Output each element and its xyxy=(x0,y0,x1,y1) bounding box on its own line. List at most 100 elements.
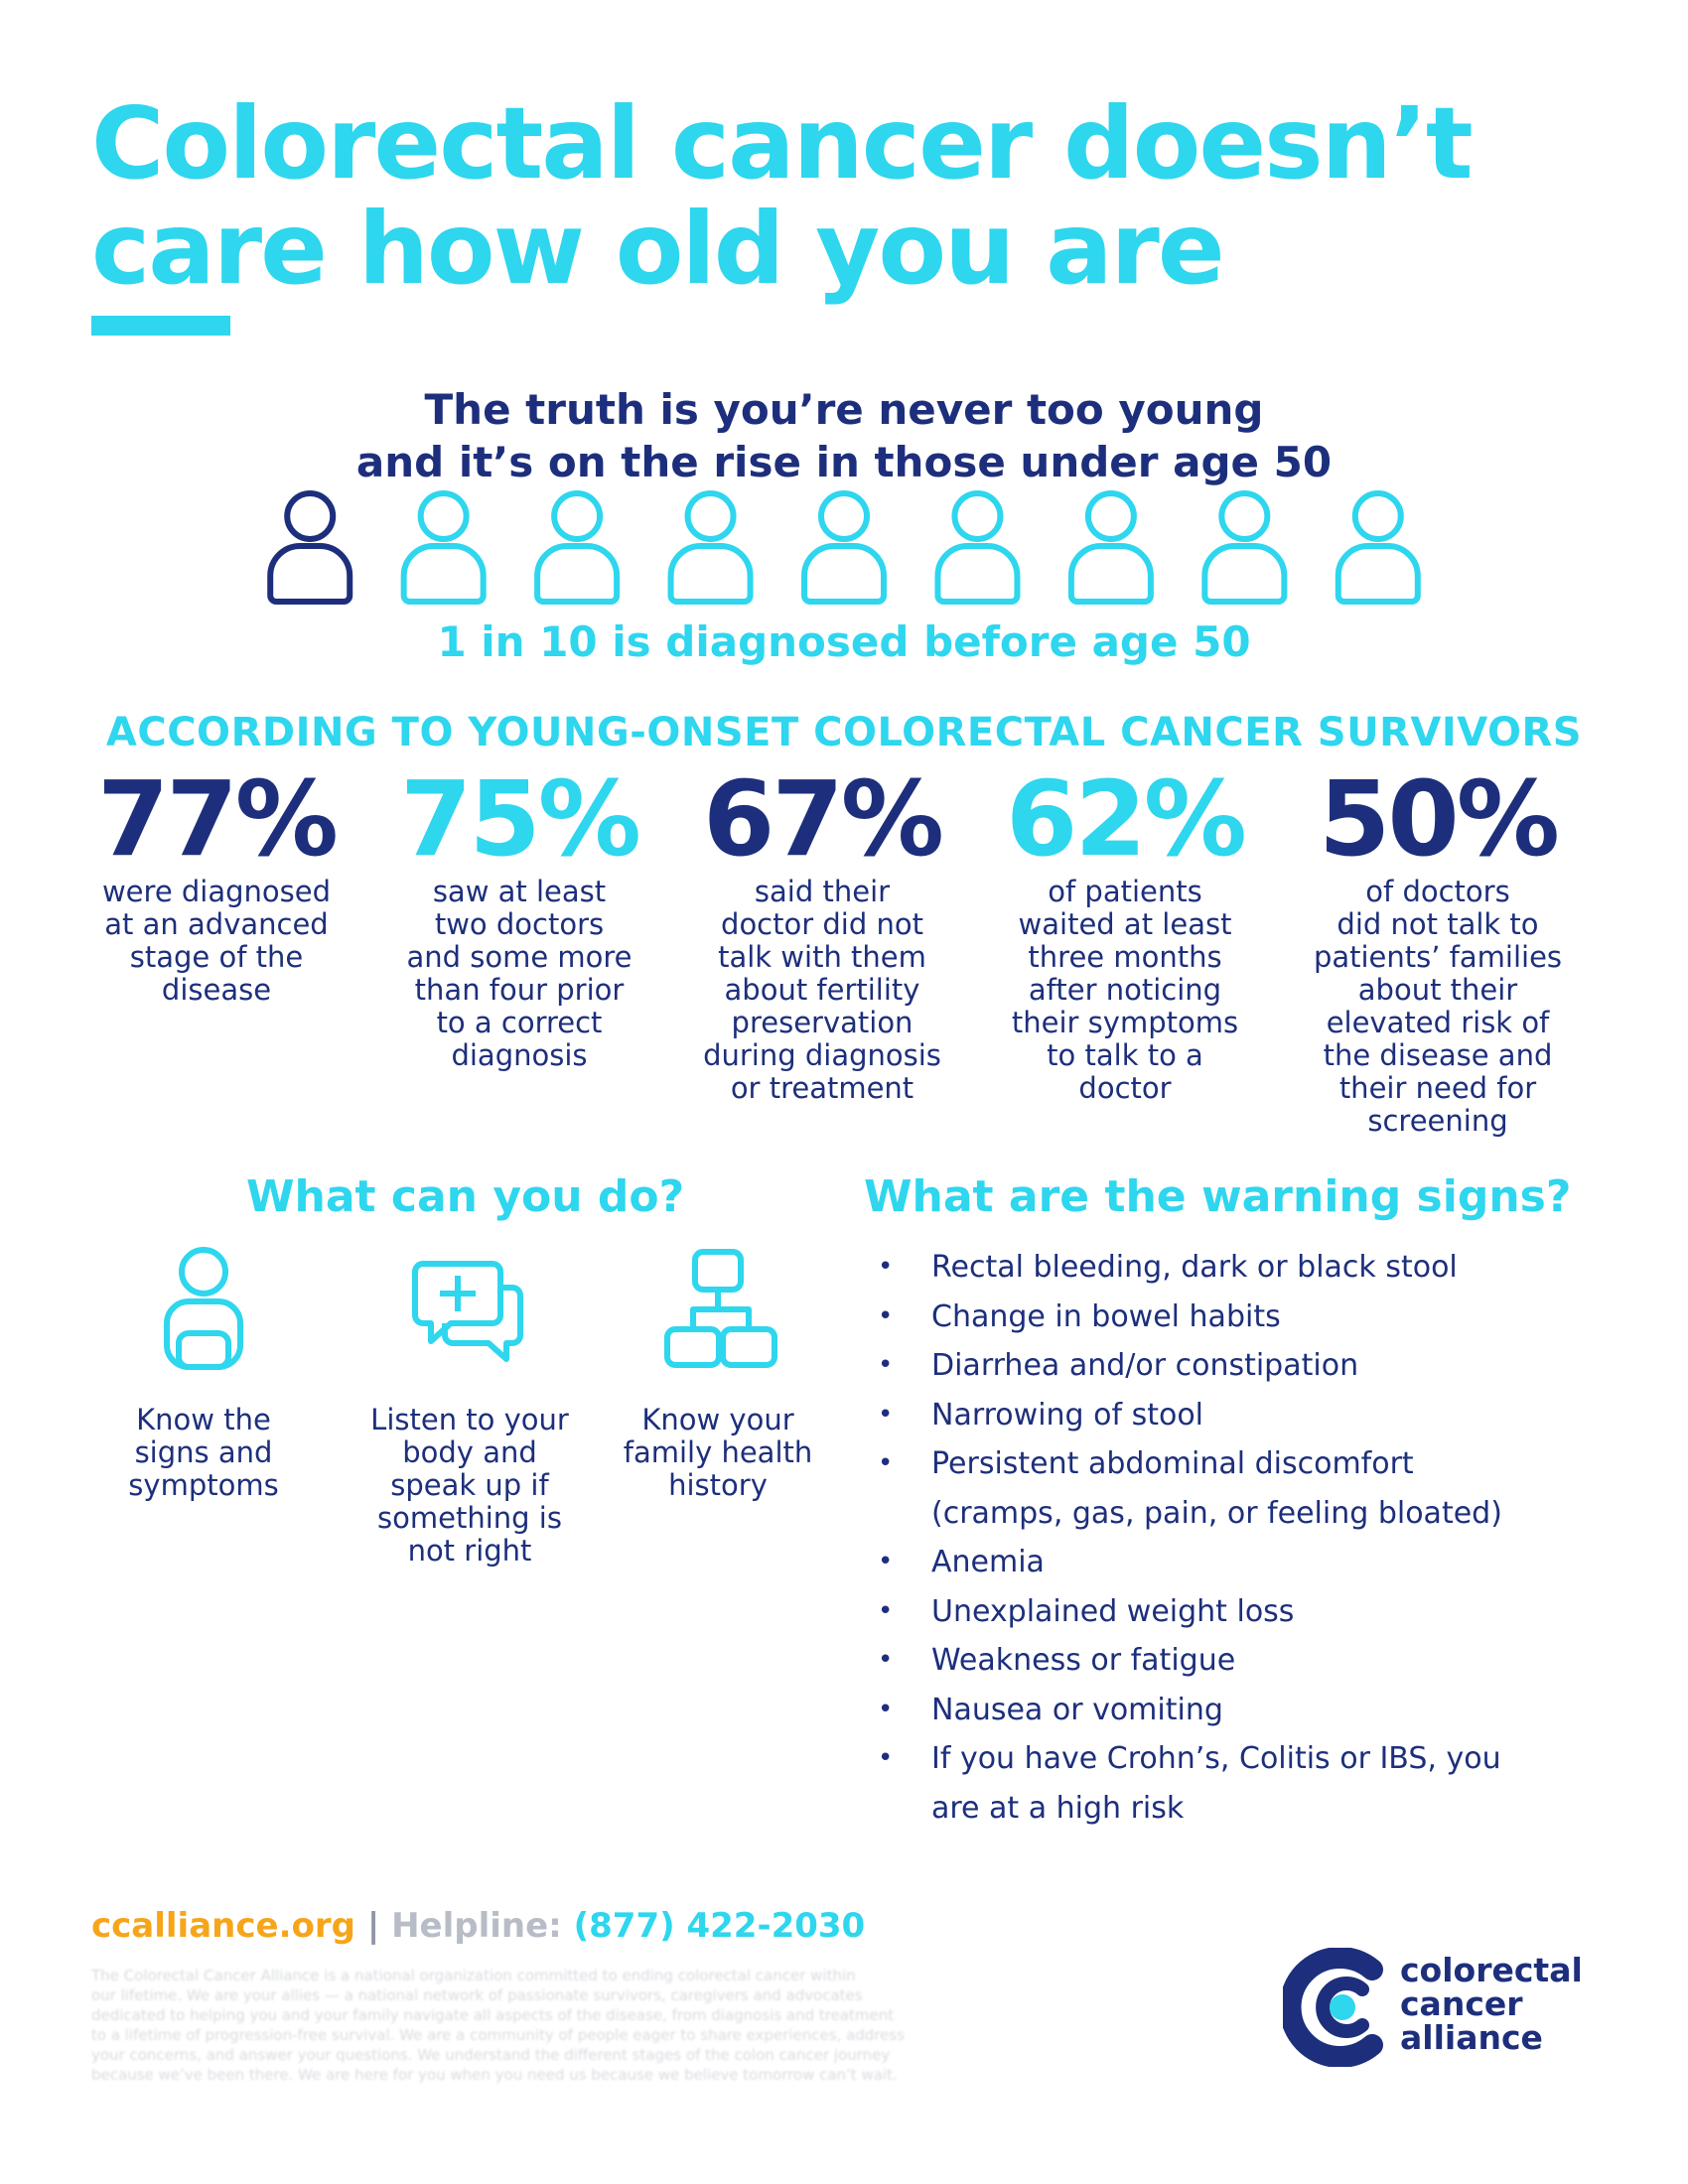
bullet-icon: • xyxy=(878,1399,894,1430)
warning-sign-text: Anemia xyxy=(931,1545,1045,1579)
warning-sign-text: Narrowing of stool xyxy=(931,1397,1204,1433)
action-text-line: Know the xyxy=(136,1403,271,1436)
about-line: because we’ve been there. We are here fo… xyxy=(91,2066,898,2084)
bullet-icon: • xyxy=(878,1694,894,1724)
stat-column: 62% of patients waited at least three mo… xyxy=(986,764,1264,1105)
warning-sign-text: If you have Crohn’s, Colitis or IBS, you xyxy=(931,1741,1501,1776)
person-icon xyxy=(1201,490,1288,605)
stat-desc-line: preservation xyxy=(731,1006,914,1039)
stat-value: 67% xyxy=(703,758,944,880)
stat-desc-line: during diagnosis xyxy=(703,1038,941,1072)
website-link[interactable]: ccalliance.org xyxy=(91,1906,355,1946)
stat-desc-line: elevated risk of xyxy=(1326,1006,1550,1039)
chat-medical-icon xyxy=(412,1261,523,1362)
about-line: our lifetime. We are your allies — a nat… xyxy=(91,1986,863,2004)
warning-sign-text: (cramps, gas, pain, or feeling bloated) xyxy=(931,1495,1502,1531)
stat-desc-line: stage of the xyxy=(129,940,304,974)
bullet-icon: • xyxy=(878,1547,894,1576)
person-icon xyxy=(1335,490,1421,605)
stat-desc-line: screening xyxy=(1367,1104,1508,1138)
action-text-line: not right xyxy=(407,1534,532,1568)
warning-sign-item: • Diarrhea and/or constipation xyxy=(874,1341,1589,1391)
action-text: Know your family health history xyxy=(604,1404,832,1502)
bullet-icon: • xyxy=(878,1448,894,1478)
warning-sign-item: • Weakness or fatigue xyxy=(874,1636,1589,1686)
family-tree-icon xyxy=(664,1249,777,1368)
warning-sign-item: • Narrowing of stool xyxy=(874,1391,1589,1440)
alliance-logo-icon xyxy=(1283,1948,1383,2067)
warning-signs-list: • Rectal bleeding, dark or black stool • Ch… xyxy=(874,1243,1589,1833)
warning-sign-text: Diarrhea and/or constipation xyxy=(931,1348,1359,1383)
title-underline xyxy=(91,316,230,336)
stat-value: 75% xyxy=(400,758,641,880)
stat-desc-line: saw at least xyxy=(432,875,607,908)
title-line-1: Colorectal cancer doesn’t xyxy=(91,85,1474,202)
warning-sign-item: • Anemia xyxy=(874,1538,1589,1587)
stat-desc-line: doctor xyxy=(1078,1071,1172,1105)
title-line-2: care how old you are xyxy=(91,191,1225,307)
stat-desc-line: to a correct xyxy=(436,1006,603,1039)
warning-sign-text: Unexplained weight loss xyxy=(931,1593,1295,1629)
action-text: Know the signs and symptoms xyxy=(89,1404,318,1502)
alliance-logo-text: colorectal cancer alliance xyxy=(1400,1954,1583,2055)
bullet-icon: • xyxy=(878,1252,894,1282)
footer-contact: ccalliance.org | Helpline: (877) 422-203… xyxy=(91,1906,865,1946)
person-icon xyxy=(934,490,1021,605)
stat-desc-line: after noticing xyxy=(1028,973,1222,1007)
helpline-phone[interactable]: (877) 422-2030 xyxy=(573,1906,866,1946)
person-icon xyxy=(801,490,887,605)
warning-sign-text: Weakness or fatigue xyxy=(931,1643,1236,1678)
action-item: Know the signs and symptoms xyxy=(89,1246,318,1502)
page-title: Colorectal cancer doesn’t care how old y… xyxy=(91,91,1640,302)
action-item: Listen to your body and speak up if some… xyxy=(355,1246,584,1568)
action-text-line: family health xyxy=(623,1435,813,1469)
bullet-icon: • xyxy=(878,1595,894,1626)
action-item: Know your family health history xyxy=(604,1246,832,1502)
stat-desc-line: their symptoms xyxy=(1011,1006,1239,1039)
warning-sign-text: Persistent abdominal discomfort xyxy=(931,1446,1414,1481)
about-line: The Colorectal Cancer Alliance is a nati… xyxy=(91,1967,856,1984)
warning-sign-text: are at a high risk xyxy=(931,1790,1185,1826)
stat-column: 75% saw at least two doctors and some mo… xyxy=(380,764,658,1072)
about-line: to a lifetime of progression-free surviv… xyxy=(91,2026,906,2044)
stat-desc-line: three months xyxy=(1028,940,1222,974)
warning-sign-item: • Unexplained weight loss xyxy=(874,1587,1589,1637)
stat-desc-line: about their xyxy=(1357,973,1518,1007)
stat-desc-line: their need for xyxy=(1338,1071,1537,1105)
stat-desc-line: disease xyxy=(161,973,272,1007)
bullet-icon: • xyxy=(878,1645,894,1675)
stat-desc-line: were diagnosed xyxy=(101,875,332,908)
action-text-line: Listen to your xyxy=(370,1403,569,1436)
stat-desc-line: of patients xyxy=(1048,875,1202,908)
action-text-line: body and xyxy=(402,1435,537,1469)
warning-sign-item: • Rectal bleeding, dark or black stool xyxy=(874,1243,1589,1293)
bullet-icon: • xyxy=(878,1300,894,1331)
helpline-label: Helpline: xyxy=(391,1906,562,1946)
truth-statement: The truth is you’re never too young and … xyxy=(248,383,1440,488)
truth-line-1: The truth is you’re never too young xyxy=(424,385,1264,434)
stat-column: 50% of doctors did not talk to patients’… xyxy=(1289,764,1587,1138)
action-text-line: Know your xyxy=(641,1403,794,1436)
action-text: Listen to your body and speak up if some… xyxy=(355,1404,584,1568)
action-text-line: something is xyxy=(377,1501,562,1535)
people-graphic xyxy=(267,490,1421,605)
person-icon xyxy=(400,490,487,605)
about-line: dedicated to helping you and your family… xyxy=(91,2006,895,2024)
person-icon xyxy=(534,490,621,605)
stat-desc-line: the disease and xyxy=(1323,1038,1553,1072)
stat-value: 77% xyxy=(97,758,339,880)
footer-separator: | xyxy=(366,1906,380,1946)
bullet-icon: • xyxy=(878,1743,894,1773)
what-can-you-do-heading: What can you do? xyxy=(246,1171,685,1222)
bullet-icon: • xyxy=(878,1350,894,1380)
about-line: your concerns, and answer your questions… xyxy=(91,2046,891,2064)
stat-description: saw at least two doctors and some more t… xyxy=(380,876,658,1072)
stat-description: said their doctor did not talk with them… xyxy=(683,876,961,1105)
warning-sign-item: • Nausea or vomiting xyxy=(874,1686,1589,1735)
stat-value: 62% xyxy=(1006,758,1247,880)
warning-sign-item: • If you have Crohn’s, Colitis or IBS, yo… xyxy=(874,1734,1589,1833)
stat-desc-line: of doctors xyxy=(1365,875,1510,908)
warning-sign-text: Nausea or vomiting xyxy=(931,1692,1223,1727)
about-paragraph: The Colorectal Cancer Alliance is a nati… xyxy=(91,1966,1025,2085)
stat-desc-line: to talk to a xyxy=(1047,1038,1203,1072)
